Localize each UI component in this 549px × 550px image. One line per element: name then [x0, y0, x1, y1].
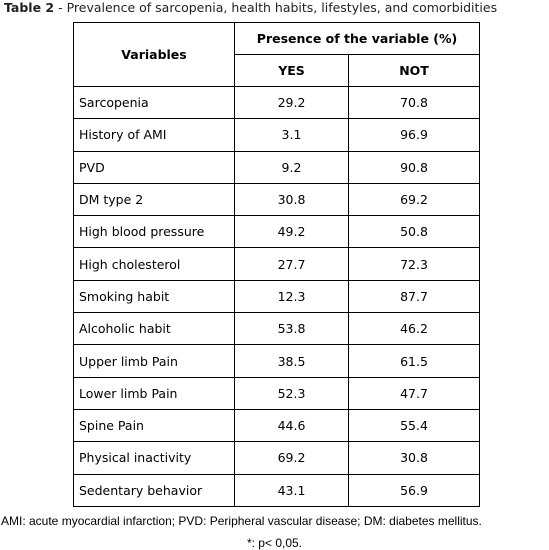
- variable-name: Smoking habit: [73, 279, 235, 314]
- variable-name: PVD: [73, 150, 235, 184]
- variable-name: Physical inactivity: [73, 441, 235, 475]
- footnote: *: p< 0,05.: [246, 536, 303, 550]
- table-row: History of AMI 3.1 96.9: [73, 118, 481, 152]
- percent-cell: 9.2: [234, 150, 349, 184]
- percent-cell: 30.8: [347, 441, 481, 475]
- table-row: Upper limb Pain 38.5 61.5: [73, 344, 481, 378]
- table-caption: Table 2 - Prevalence of sarcopenia, heal…: [4, 0, 497, 15]
- header-yes: YES: [234, 54, 349, 87]
- table-row: High cholesterol 27.7 72.3: [73, 247, 481, 281]
- variable-name: Sedentary behavior: [73, 473, 235, 507]
- percent-cell: 30.8: [234, 182, 349, 217]
- variable-name: High blood pressure: [73, 215, 235, 249]
- header-variables: Variables: [73, 22, 235, 87]
- table-row: Spine Pain 44.6 55.4: [73, 408, 481, 443]
- caption-label: Table 2: [4, 0, 55, 15]
- table-row: DM type 2 30.8 69.2: [73, 182, 481, 217]
- variable-name: Alcoholic habit: [73, 312, 235, 346]
- percent-cell: 55.4: [347, 408, 481, 443]
- variable-name: Lower limb Pain: [73, 376, 235, 410]
- percent-cell: 70.8: [347, 85, 481, 120]
- percent-cell: 50.8: [347, 215, 481, 249]
- percent-cell: 12.3: [234, 279, 349, 314]
- percent-cell: 44.6: [234, 408, 349, 443]
- percent-cell: 61.5: [347, 344, 481, 378]
- percent-cell: 38.5: [234, 344, 349, 378]
- variable-name: High cholesterol: [73, 247, 235, 281]
- percent-cell: 27.7: [234, 247, 349, 281]
- footnote: AMI: acute myocardial infarction; PVD: P…: [1, 514, 482, 528]
- percent-cell: 87.7: [347, 279, 481, 314]
- caption-text: - Prevalence of sarcopenia, health habit…: [58, 0, 498, 15]
- variable-name: History of AMI: [73, 118, 235, 152]
- table-row: High blood pressure 49.2 50.8: [73, 215, 481, 249]
- percent-cell: 46.2: [347, 312, 481, 346]
- table-row: PVD 9.2 90.8: [73, 150, 481, 184]
- percent-cell: 29.2: [234, 85, 349, 120]
- percent-cell: 90.8: [347, 150, 481, 184]
- percent-cell: 49.2: [234, 215, 349, 249]
- table-row: Alcoholic habit 53.8 46.2: [73, 312, 481, 346]
- percent-cell: 72.3: [347, 247, 481, 281]
- table-row: Physical inactivity 69.2 30.8: [73, 441, 481, 475]
- table-row: Sarcopenia 29.2 70.8: [73, 85, 481, 120]
- variable-name: Spine Pain: [73, 408, 235, 443]
- percent-cell: 47.7: [347, 376, 481, 410]
- variable-name: Sarcopenia: [73, 85, 235, 120]
- header-group: Presence of the variable (%): [233, 22, 481, 55]
- percent-cell: 69.2: [347, 182, 481, 217]
- header-not: NOT: [347, 54, 481, 87]
- variable-name: DM type 2: [73, 182, 235, 217]
- percent-cell: 56.9: [347, 473, 481, 507]
- table-body: Sarcopenia 29.2 70.8 History of AMI 3.1 96.9 P…: [73, 85, 481, 507]
- percent-cell: 69.2: [234, 441, 349, 475]
- table-row: Lower limb Pain 52.3 47.7: [73, 376, 481, 410]
- percent-cell: 52.3: [234, 376, 349, 410]
- data-table: Variables Presence of the variable (%) Y…: [73, 22, 481, 507]
- percent-cell: 43.1: [234, 473, 349, 507]
- table-row: Smoking habit 12.3 87.7: [73, 279, 481, 314]
- table-row: Sedentary behavior 43.1 56.9: [73, 473, 481, 507]
- percent-cell: 3.1: [234, 118, 349, 152]
- variable-name: Upper limb Pain: [73, 344, 235, 378]
- percent-cell: 53.8: [234, 312, 349, 346]
- percent-cell: 96.9: [347, 118, 481, 152]
